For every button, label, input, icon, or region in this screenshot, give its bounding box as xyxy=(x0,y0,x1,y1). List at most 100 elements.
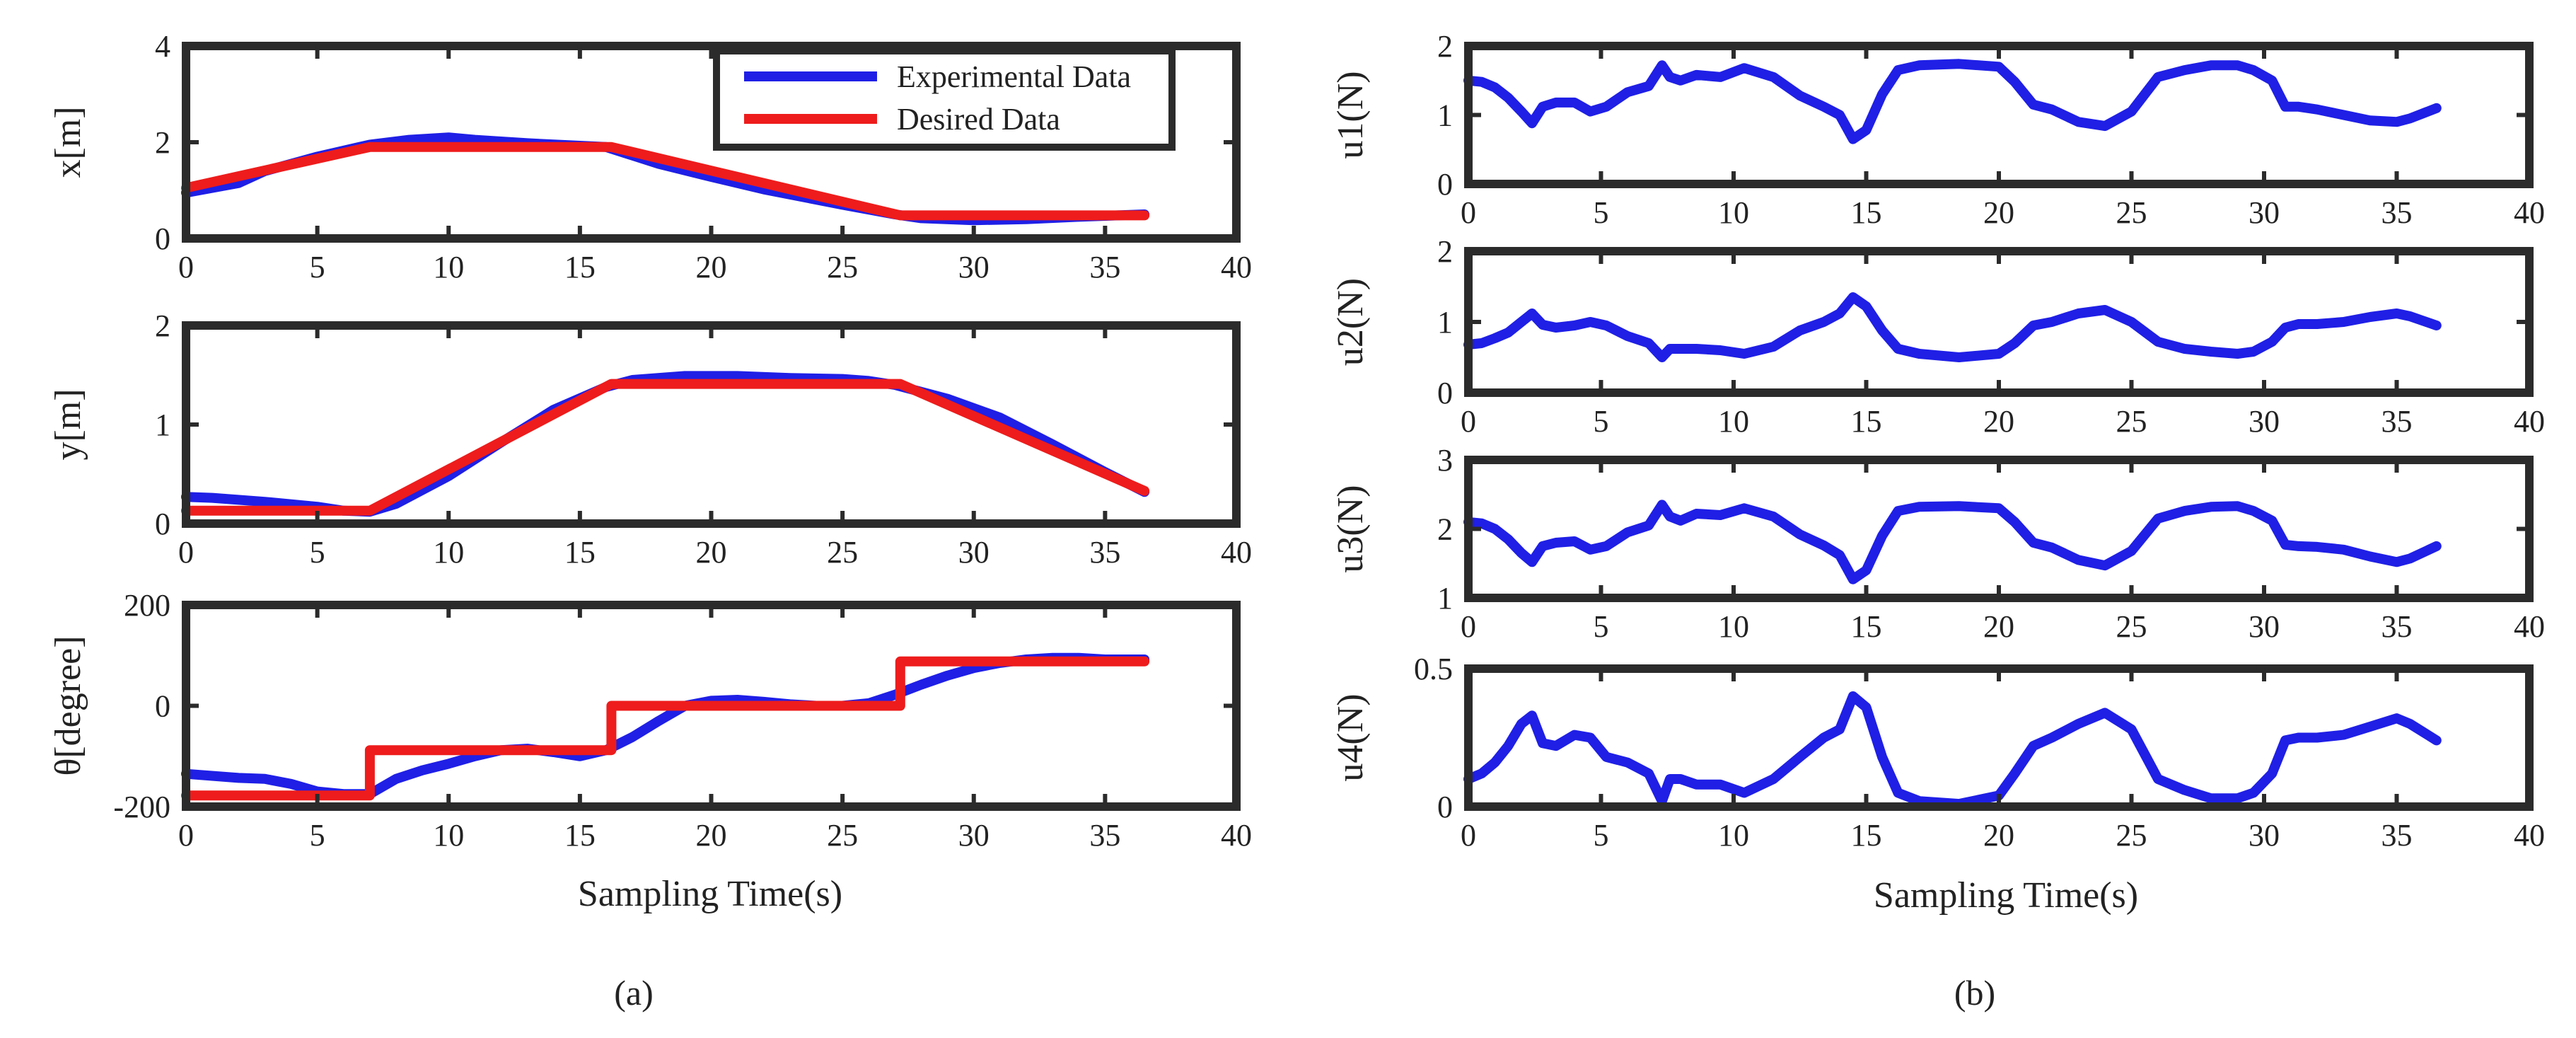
series-line-b2-experimental xyxy=(1463,292,2442,362)
x-tick-label-a1: 10 xyxy=(433,250,464,284)
x-tick-label-b3: 5 xyxy=(1594,609,1609,644)
x-tick-label-b2: 0 xyxy=(1461,404,1476,439)
y-tick-label-a3: 200 xyxy=(124,588,170,623)
series-line-a2-desired xyxy=(181,379,1150,516)
y-axis-label-b1: u1(N) xyxy=(1330,71,1371,158)
x-tick-label-b2: 20 xyxy=(1983,404,2014,439)
series-line-b3-experimental xyxy=(1463,500,2442,584)
y-tick-label-a2: 2 xyxy=(155,308,170,343)
legend: Experimental Data Desired Data xyxy=(713,47,1176,151)
series-line-a3-experimental xyxy=(181,652,1150,800)
series-line-a3-desired xyxy=(181,656,1150,801)
xlabel-a: Sampling Time(s) xyxy=(578,874,842,914)
x-tick-label-a3: 0 xyxy=(178,818,194,853)
x-tick-label-a3: 10 xyxy=(433,818,464,853)
y-tick-label-b1: 2 xyxy=(1437,29,1453,64)
x-tick-label-a1: 30 xyxy=(958,250,990,284)
x-tick-label-b4: 25 xyxy=(2116,818,2147,853)
legend-label-desired: Desired Data xyxy=(897,102,1060,137)
x-tick-label-b2: 25 xyxy=(2116,404,2147,439)
y-tick-label-b1: 1 xyxy=(1437,98,1453,133)
caption-a: (a) xyxy=(614,973,654,1013)
x-tick-label-b1: 10 xyxy=(1718,195,1749,230)
x-tick-label-a3: 5 xyxy=(310,818,325,853)
x-tick-label-a2: 35 xyxy=(1089,535,1120,570)
x-tick-label-a3: 15 xyxy=(564,818,596,853)
y-axis-label-b3: u3(N) xyxy=(1330,485,1371,572)
x-tick-label-a2: 15 xyxy=(564,535,596,570)
x-tick-label-b3: 40 xyxy=(2514,609,2545,644)
x-tick-label-b3: 25 xyxy=(2116,609,2147,644)
x-tick-label-b2: 15 xyxy=(1851,404,1882,439)
y-tick-label-b3: 1 xyxy=(1437,581,1453,616)
x-tick-label-a1: 5 xyxy=(310,250,325,284)
x-tick-label-a3: 20 xyxy=(696,818,727,853)
y-tick-label-b2: 1 xyxy=(1437,305,1453,340)
x-tick-label-a2: 20 xyxy=(696,535,727,570)
x-tick-label-b4: 10 xyxy=(1718,818,1749,853)
y-tick-label-b4: 0 xyxy=(1437,790,1453,824)
y-axis-label-b4: u4(N) xyxy=(1330,693,1371,781)
y-tick-label-b3: 3 xyxy=(1437,443,1453,478)
panel-b3: 0 5 10 15 20 25 30 35 40 1 2 3 u3(N) xyxy=(1330,443,2545,644)
x-tick-label-b3: 30 xyxy=(2249,609,2280,644)
x-tick-label-b1: 25 xyxy=(2116,195,2147,230)
x-tick-label-a2: 10 xyxy=(433,535,464,570)
x-tick-label-a2: 30 xyxy=(958,535,990,570)
axes-frame-a2 xyxy=(182,321,1241,528)
panel-a2: 0 5 10 15 20 25 30 35 40 0 1 2 y[m] xyxy=(48,308,1252,570)
series-line-a1-desired xyxy=(181,142,1150,221)
x-tick-label-b2: 10 xyxy=(1718,404,1749,439)
x-tick-label-a3: 35 xyxy=(1089,818,1120,853)
y-tick-label-a2: 1 xyxy=(155,408,170,442)
y-tick-label-a1: 4 xyxy=(155,29,170,64)
y-tick-label-a1: 0 xyxy=(155,221,170,256)
x-tick-label-b1: 5 xyxy=(1594,195,1609,230)
legend-label-experimental: Experimental Data xyxy=(897,59,1131,94)
x-tick-label-b2: 40 xyxy=(2514,404,2545,439)
x-tick-label-b4: 35 xyxy=(2381,818,2413,853)
axes-frame-b4 xyxy=(1464,664,2534,811)
series-line-a2-experimental xyxy=(181,371,1150,517)
x-tick-label-b2: 35 xyxy=(2381,404,2413,439)
x-tick-label-b4: 40 xyxy=(2514,818,2545,853)
panel-a1: 0 5 10 15 20 25 30 35 40 0 2 4 x[m] xyxy=(48,29,1252,284)
x-tick-label-b1: 15 xyxy=(1851,195,1882,230)
y-axis-label-b2: u2(N) xyxy=(1330,278,1371,366)
x-tick-label-b4: 30 xyxy=(2249,818,2280,853)
x-tick-label-b4: 15 xyxy=(1851,818,1882,853)
x-tick-label-a3: 25 xyxy=(827,818,858,853)
x-tick-label-b4: 0 xyxy=(1461,818,1476,853)
x-tick-label-b2: 5 xyxy=(1594,404,1609,439)
x-tick-label-a1: 20 xyxy=(696,250,727,284)
y-tick-label-b4: 0.5 xyxy=(1414,652,1453,686)
x-tick-label-a1: 35 xyxy=(1089,250,1120,284)
y-tick-label-b1: 0 xyxy=(1437,167,1453,202)
x-tick-label-b4: 5 xyxy=(1594,818,1609,853)
xlabel-b: Sampling Time(s) xyxy=(1874,875,2138,916)
y-tick-label-b3: 2 xyxy=(1437,512,1453,547)
x-tick-label-a3: 30 xyxy=(958,818,990,853)
y-axis-label-a1: x[m] xyxy=(48,106,88,178)
y-axis-label-a3: θ[degree] xyxy=(48,635,88,775)
y-tick-label-a3: 0 xyxy=(155,689,170,724)
y-tick-label-a1: 2 xyxy=(155,125,170,160)
x-tick-label-b1: 35 xyxy=(2381,195,2413,230)
panel-b1: 0 5 10 15 20 25 30 35 40 0 1 2 u1(N) xyxy=(1330,29,2545,230)
x-tick-label-a1: 25 xyxy=(827,250,858,284)
x-tick-label-a1: 15 xyxy=(564,250,596,284)
x-tick-label-a2: 5 xyxy=(310,535,325,570)
x-tick-label-a2: 40 xyxy=(1221,535,1252,570)
caption-b: (b) xyxy=(1954,973,1995,1013)
legend-box xyxy=(713,47,1176,151)
y-tick-label-a3: -200 xyxy=(113,790,170,824)
x-tick-label-a2: 0 xyxy=(178,535,194,570)
x-tick-label-b1: 20 xyxy=(1983,195,2014,230)
panel-b2: 0 5 10 15 20 25 30 35 40 0 1 2 u2(N) xyxy=(1330,234,2545,439)
y-tick-label-a2: 0 xyxy=(155,507,170,541)
x-tick-label-b1: 0 xyxy=(1461,195,1476,230)
x-tick-label-b2: 30 xyxy=(2249,404,2280,439)
